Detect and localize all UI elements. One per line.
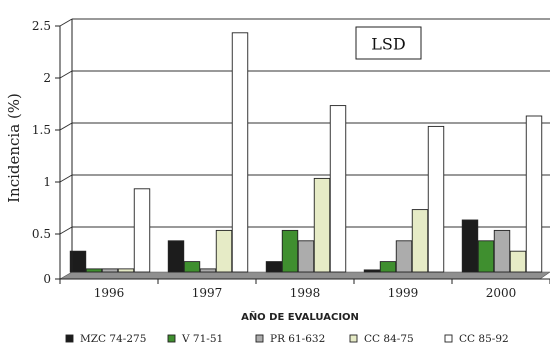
y-tick-label: 0 [43, 272, 51, 286]
bar [525, 115, 543, 273]
legend-item: PR 61-632 [255, 333, 325, 345]
x-tick-labels: 1996 1997 1998 1999 2000 [59, 279, 550, 300]
legend-item: V 71-51 [167, 333, 223, 345]
bar [183, 261, 201, 273]
legend-swatch [65, 334, 74, 343]
bar [461, 219, 479, 273]
y-tick-label: 1.5 [32, 123, 51, 137]
legend-label: PR 61-632 [270, 333, 325, 345]
gridline-diagonal [59, 174, 73, 183]
gridline-diagonal [59, 122, 73, 131]
legend: MZC 74-275 V 71-51 PR 61-632 CC 84-75 CC 85-… [65, 333, 509, 345]
legend-item: CC 85-92 [444, 333, 509, 345]
legend-item: CC 84-75 [349, 333, 414, 345]
y-tick-label: 0.5 [32, 227, 51, 241]
bar [231, 32, 249, 273]
legend-swatch [167, 334, 176, 343]
legend-label: CC 85-92 [459, 333, 509, 345]
bar [329, 105, 347, 273]
axes [59, 19, 550, 280]
y-tick-labels: 0 0.5 1 1.5 2 2.5 [32, 19, 60, 286]
chart-title-box: LSD [355, 26, 422, 60]
bar [117, 268, 135, 273]
bars [69, 32, 543, 273]
chart-floor [58, 271, 550, 280]
gridline-diagonal [59, 70, 73, 79]
bar [379, 261, 397, 273]
gridline-diagonal [59, 18, 73, 27]
gridlines [59, 18, 550, 235]
bar [281, 229, 299, 273]
bar [69, 250, 87, 273]
bar [133, 188, 151, 273]
legend-swatch [444, 334, 453, 343]
x-tick-label: 1998 [290, 286, 321, 300]
bar [493, 229, 511, 273]
bar [265, 261, 283, 273]
legend-label: CC 84-75 [364, 333, 414, 345]
y-tick-label: 2 [43, 71, 51, 85]
x-tick-label: 1997 [192, 286, 223, 300]
legend-label: MZC 74-275 [80, 333, 146, 345]
x-tick-label: 1999 [388, 286, 419, 300]
bar [427, 125, 445, 273]
legend-swatch [255, 334, 264, 343]
bar [363, 269, 381, 273]
y-axis-title: Incidencia (%) [5, 93, 23, 203]
legend-swatch [349, 334, 358, 343]
bar [509, 250, 527, 273]
bar [297, 240, 315, 273]
bar [101, 268, 119, 273]
y-tick-label: 2.5 [32, 19, 51, 33]
bar [477, 240, 495, 273]
bar [395, 240, 413, 273]
legend-label: V 71-51 [181, 333, 223, 345]
gridline-diagonal [59, 226, 73, 235]
x-tick-label: 2000 [486, 286, 517, 300]
bar [215, 229, 233, 273]
bar [411, 209, 429, 273]
floor-plane [58, 271, 550, 280]
x-axis-title: AÑO DE EVALUACION [241, 310, 359, 323]
bar [85, 268, 103, 273]
bar [167, 240, 185, 273]
y-tick-label: 1 [43, 175, 51, 189]
bar [313, 177, 331, 273]
chart-title: LSD [371, 35, 405, 54]
legend-item: MZC 74-275 [65, 333, 146, 345]
bar [199, 268, 217, 273]
x-tick-label: 1996 [94, 286, 125, 300]
